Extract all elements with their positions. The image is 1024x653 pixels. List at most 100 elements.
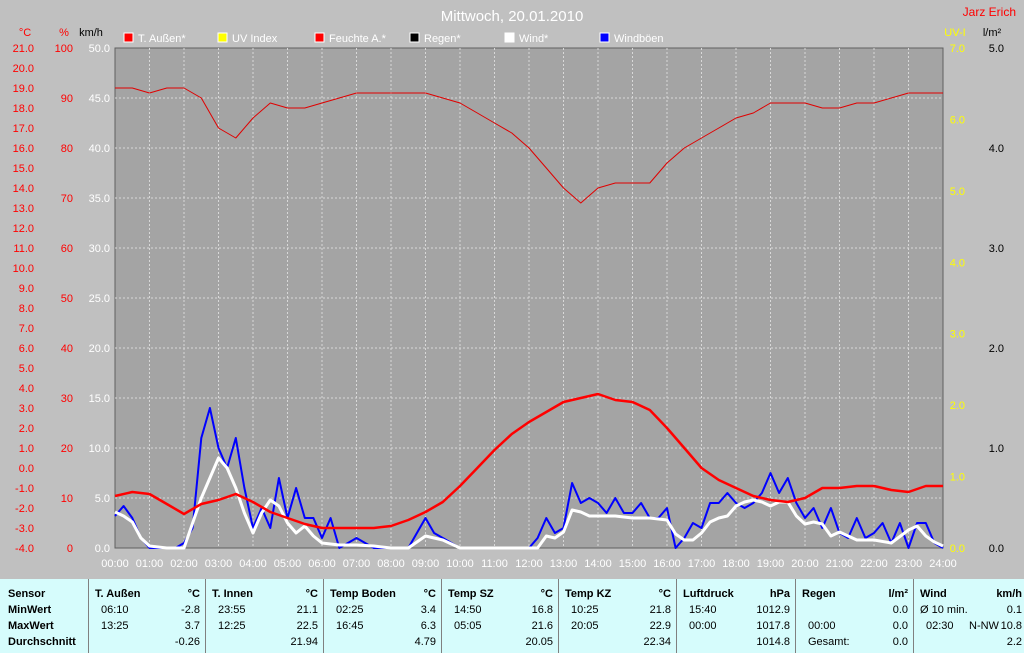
wind-tick-label: 50.0	[89, 43, 110, 55]
temp-tick-label: -4.0	[15, 543, 34, 555]
col-name: T. Außen	[95, 588, 141, 600]
temp-tick-label: 19.0	[13, 83, 34, 95]
rain-axis: 5.0 4.0 3.0 2.0 1.0 0.0	[989, 43, 1004, 555]
temp-tick-label: -2.0	[15, 503, 34, 515]
legend-label: UV Index	[232, 33, 278, 45]
temp-tick-label: 2.0	[19, 423, 34, 435]
x-tick-label: 12:00	[515, 558, 543, 570]
humidity-tick-label: 60	[61, 243, 73, 255]
stats-col-t-innen: T. Innen °C 23:55 21.1 12:25 22.5 21.94	[205, 579, 324, 653]
humidity-tick-label: 70	[61, 193, 73, 205]
temp-tick-label: 14.0	[13, 183, 34, 195]
max-value: 22.5	[296, 620, 318, 632]
chart-title: Mittwoch, 20.01.2010	[441, 8, 584, 25]
uv-tick-label: 0.0	[950, 543, 965, 555]
max-time: 00:00	[689, 620, 717, 632]
author-label: Jarz Erich	[963, 5, 1016, 19]
min-time: 02:25	[336, 604, 364, 616]
humidity-tick-label: 50	[61, 293, 73, 305]
x-tick-label: 05:00	[274, 558, 302, 570]
temp-axis: 21.0 20.0 19.0 18.0 17.0 16.0 15.0 14.0 13.0 12.0…	[13, 43, 34, 555]
min-time: 10:25	[571, 604, 599, 616]
max-time: 12:25	[218, 620, 246, 632]
temp-tick-label: 0.0	[19, 463, 34, 475]
uv-axis: 7.0 6.0 5.0 4.0 3.0 2.0 1.0 0.0	[950, 43, 965, 555]
series-line-wind	[114, 456, 944, 550]
humidity-tick-label: 10	[61, 493, 73, 505]
legend-label: T. Außen*	[138, 33, 186, 45]
col-unit: l/m²	[888, 588, 908, 600]
col-unit: °C	[423, 588, 436, 600]
max-value: 10.8	[1000, 620, 1022, 632]
min-value: 21.1	[296, 604, 318, 616]
avg-value: 1014.8	[756, 636, 790, 648]
uv-tick-label: 4.0	[950, 257, 965, 269]
wind-axis: 50.0 45.0 40.0 35.0 30.0 25.0 20.0 15.0 10.0 5.0 0…	[89, 43, 110, 555]
temp-tick-label: -1.0	[15, 483, 34, 495]
legend-label: Windböen	[614, 33, 664, 45]
temp-tick-label: 21.0	[13, 43, 34, 55]
avg-value: 21.94	[290, 636, 318, 648]
avg-value: 0.0	[892, 636, 908, 648]
wind-axis-unit: km/h	[79, 27, 103, 39]
temp-tick-label: 18.0	[13, 103, 34, 115]
min-time: 06:10	[101, 604, 129, 616]
stats-col-luftdruck: Luftdruck hPa 15:40 1012.9 00:00 1017.8 …	[676, 579, 796, 653]
avg-value: 22.34	[643, 636, 671, 648]
temp-tick-label: 12.0	[13, 223, 34, 235]
uv-tick-label: 6.0	[950, 114, 965, 126]
temp-axis-unit: °C	[19, 27, 31, 39]
x-tick-label: 22:00	[860, 558, 888, 570]
humidity-tick-label: 90	[61, 93, 73, 105]
wind-tick-label: 15.0	[89, 393, 110, 405]
uv-tick-label: 2.0	[950, 400, 965, 412]
stats-col-wind: Wind km/h Ø 10 min. 0.1 02:30 N-NW 10.8 …	[913, 579, 1024, 653]
x-axis: 00:00 01:00 02:00 03:00 04:00 05:00 06:00 07:00…	[101, 558, 957, 570]
stats-col-temp-boden: Temp Boden °C 02:25 3.4 16:45 6.3 4.79	[323, 579, 442, 653]
temp-tick-label: 7.0	[19, 323, 34, 335]
col-unit: °C	[540, 588, 553, 600]
temp-tick-label: 20.0	[13, 63, 34, 75]
rain-tick-label: 2.0	[989, 343, 1004, 355]
min-time: 15:40	[689, 604, 717, 616]
stats-row-label-max: MaxWert	[8, 620, 54, 632]
x-tick-label: 00:00	[101, 558, 129, 570]
uv-tick-label: 3.0	[950, 329, 965, 341]
x-tick-label: 23:00	[895, 558, 923, 570]
temp-tick-label: 15.0	[13, 163, 34, 175]
humidity-axis-unit: %	[59, 27, 69, 39]
col-name: Temp Boden	[330, 588, 396, 600]
max-time: 13:25	[101, 620, 129, 632]
max-time: 05:05	[454, 620, 482, 632]
col-unit: °C	[658, 588, 671, 600]
humidity-tick-label: 80	[61, 143, 73, 155]
temp-tick-label: 3.0	[19, 403, 34, 415]
max-time: 16:45	[336, 620, 364, 632]
temp-tick-label: 11.0	[13, 243, 34, 255]
x-tick-label: 15:00	[619, 558, 647, 570]
legend-swatch	[504, 32, 515, 43]
min-value: 16.8	[531, 604, 553, 616]
min-value: 0.0	[892, 604, 908, 616]
max-value: 3.7	[184, 620, 200, 632]
legend-label: Wind*	[519, 33, 549, 45]
avg-value: 20.05	[525, 636, 553, 648]
legend-swatch	[599, 32, 610, 43]
x-tick-label: 06:00	[308, 558, 336, 570]
col-unit: °C	[305, 588, 318, 600]
rain-tick-label: 3.0	[989, 243, 1004, 255]
stats-row-label-sensor: Sensor	[8, 588, 46, 600]
legend-swatch	[217, 32, 228, 43]
x-tick-label: 11:00	[481, 558, 508, 570]
stats-col-regen: Regen l/m² 0.0 00:00 0.0 Gesamt: 0.0	[795, 579, 914, 653]
col-name: Temp KZ	[565, 588, 612, 600]
col-name: Temp SZ	[448, 588, 494, 600]
temp-tick-label: 17.0	[13, 123, 34, 135]
rain-axis-unit: l/m²	[983, 27, 1002, 39]
humidity-tick-label: 100	[55, 43, 73, 55]
wind-tick-label: 40.0	[89, 143, 110, 155]
col-name: Regen	[802, 588, 836, 600]
avg-value: 4.79	[414, 636, 436, 648]
uv-tick-label: 1.0	[950, 472, 965, 484]
max-value: 0.0	[892, 620, 908, 632]
